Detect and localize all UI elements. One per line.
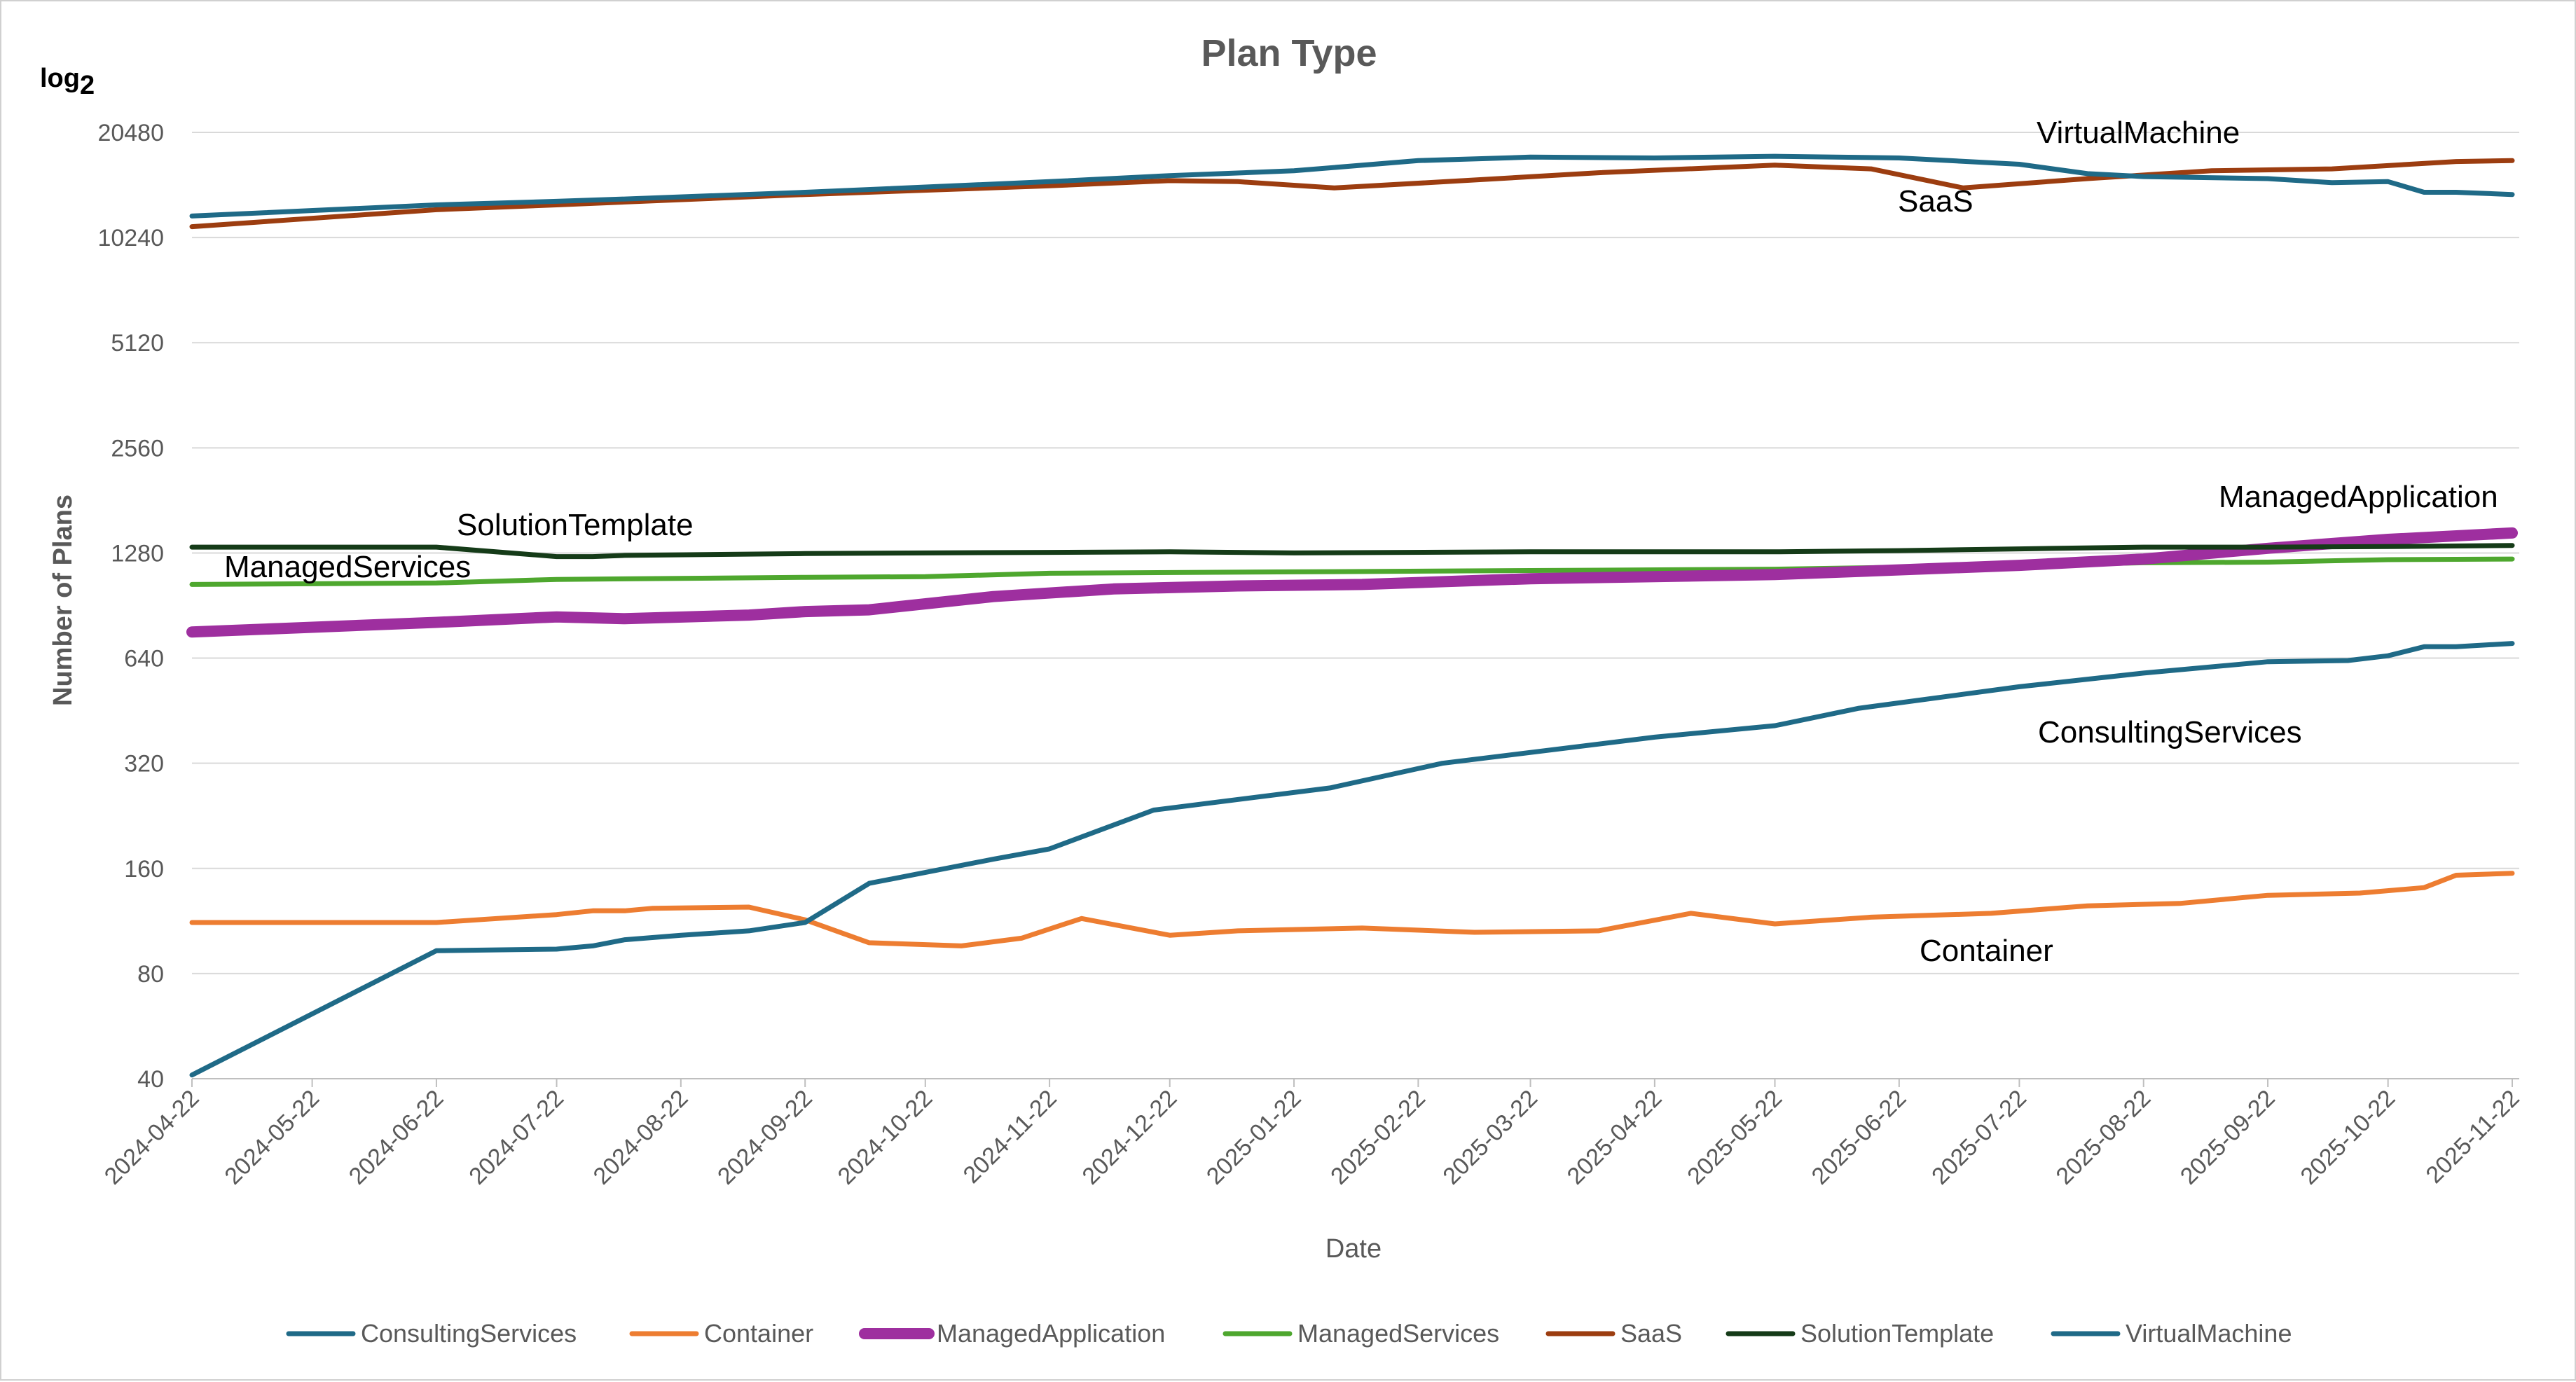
x-tick-label: 2025-08-22 — [2051, 1085, 2156, 1190]
x-tick-label: 2024-06-22 — [344, 1085, 449, 1190]
x-axis-ticks: 2024-04-22 2024-05-22 2024-06-22 2024-07-22… — [99, 1078, 2525, 1190]
series-line-solutiontemplate — [189, 543, 2515, 560]
annotation-consultingservices: ConsultingServices — [2038, 715, 2302, 749]
x-tick-label: 2025-06-22 — [1807, 1085, 1912, 1190]
chart-title: Plan Type — [1201, 32, 1377, 74]
x-tick-label: 2025-09-22 — [2175, 1085, 2280, 1190]
y-tick-label: 10240 — [97, 225, 164, 251]
annotation-container: Container — [1920, 934, 2053, 968]
annotation-solutiontemplate: SolutionTemplate — [457, 508, 694, 542]
x-tick-label: 2025-03-22 — [1438, 1085, 1543, 1190]
legend-label-solutiontemplate: SolutionTemplate — [1800, 1319, 1994, 1348]
y-axis-title: Number of Plans — [48, 495, 78, 706]
gridlines — [192, 132, 2519, 1079]
x-tick-label: 2025-02-22 — [1325, 1085, 1431, 1190]
y-tick-label: 640 — [124, 646, 164, 672]
series-line-consultingservices — [189, 641, 2515, 1078]
x-tick-label: 2024-09-22 — [712, 1085, 818, 1190]
x-axis-title: Date — [1325, 1234, 1382, 1264]
x-tick-label: 2024-05-22 — [219, 1085, 324, 1190]
legend-label-consultingservices: ConsultingServices — [361, 1319, 577, 1348]
y-scale-label-text: log — [40, 64, 80, 93]
y-scale-label-subscript: 2 — [80, 71, 95, 100]
x-tick-label: 2024-07-22 — [464, 1085, 569, 1190]
x-tick-label: 2025-07-22 — [1927, 1085, 2032, 1190]
series-line-virtualmachine — [189, 153, 2515, 219]
y-tick-label: 5120 — [111, 330, 164, 357]
annotation-virtualmachine: VirtualMachine — [2037, 116, 2240, 150]
series-line-container — [189, 871, 2515, 948]
x-tick-label: 2024-12-22 — [1077, 1085, 1183, 1190]
y-tick-label: 80 — [137, 961, 164, 988]
series-line-managedservices — [189, 556, 2515, 587]
y-tick-label: 320 — [124, 751, 164, 778]
x-tick-label: 2025-11-22 — [2421, 1085, 2525, 1189]
annotation-managedservices: ManagedServices — [224, 550, 471, 584]
series-annotations: ConsultingServices Container ManagedApplic… — [224, 116, 2498, 968]
y-tick-label: 160 — [124, 856, 164, 883]
x-tick-label: 2025-05-22 — [1682, 1085, 1787, 1190]
x-tick-label: 2025-01-22 — [1201, 1085, 1307, 1190]
y-tick-label: 20480 — [97, 120, 164, 146]
y-tick-label: 2560 — [111, 435, 164, 462]
x-tick-label: 2025-04-22 — [1562, 1085, 1667, 1190]
legend-label-managedapplication: ManagedApplication — [937, 1319, 1165, 1348]
legend: ConsultingServices Container ManagedApplic… — [286, 1319, 2292, 1348]
annotation-managedapplication: ManagedApplication — [2219, 480, 2498, 514]
x-tick-label: 2025-10-22 — [2295, 1085, 2400, 1190]
legend-label-saas: SaaS — [1620, 1319, 1682, 1348]
y-tick-label: 40 — [137, 1066, 164, 1093]
legend-label-managedservices: ManagedServices — [1297, 1319, 1499, 1348]
legend-label-virtualmachine: VirtualMachine — [2126, 1319, 2292, 1348]
x-tick-label: 2024-04-22 — [99, 1085, 205, 1190]
y-tick-label: 1280 — [111, 540, 164, 567]
x-tick-label: 2024-11-22 — [958, 1085, 1062, 1189]
series-line-saas — [189, 158, 2515, 230]
y-scale-label: log2 — [40, 64, 95, 100]
y-axis-ticks: 40 80 160 320 640 1280 2560 5120 10240 20480 — [97, 120, 164, 1093]
legend-label-container: Container — [704, 1319, 813, 1348]
annotation-saas: SaaS — [1898, 184, 1974, 219]
series-lines — [186, 153, 2518, 1078]
x-tick-label: 2024-08-22 — [588, 1085, 694, 1190]
series-line-managedapplication — [186, 527, 2518, 638]
x-tick-label: 2024-10-22 — [833, 1085, 938, 1190]
